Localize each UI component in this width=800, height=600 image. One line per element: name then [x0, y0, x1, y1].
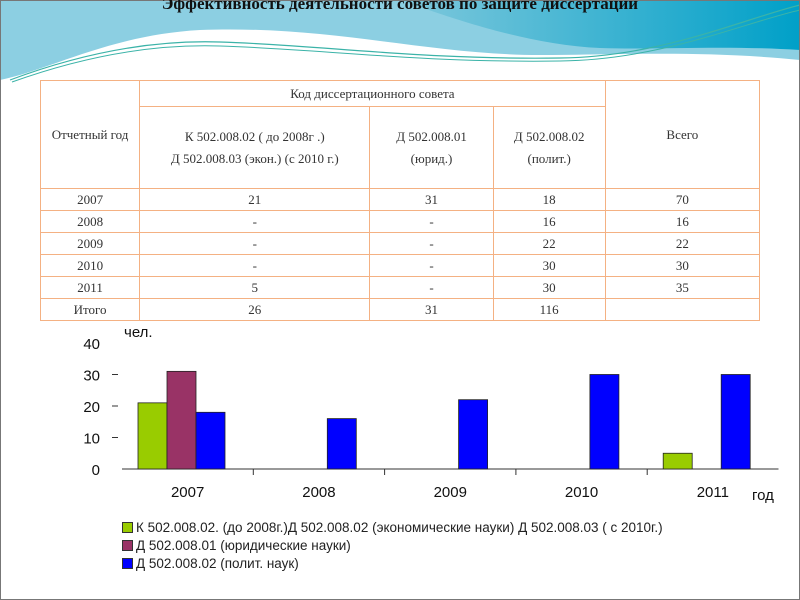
bar-2011-series-1	[662, 452, 693, 470]
chart-legend: К 502.008.02. (до 2008г.)Д 502.008.02 (э…	[122, 518, 663, 572]
table-cell: 16	[604, 210, 761, 233]
legend-label: Д 502.008.01 (юридические науки)	[136, 537, 351, 553]
x-tick-label: 2008	[302, 484, 335, 501]
bar-2009-series-3	[458, 399, 489, 470]
table-cell: -	[139, 232, 371, 255]
header-year: Отчетный год	[39, 80, 141, 189]
bar-2011-series-3	[720, 374, 751, 470]
header-d502-00801: Д 502.008.01 (юрид.)	[369, 106, 494, 189]
x-tick-label: 2007	[171, 484, 204, 501]
legend-label: К 502.008.02. (до 2008г.)Д 502.008.02 (э…	[136, 519, 663, 535]
header-line: К 502.008.02 ( до 2008г .)	[184, 128, 325, 144]
table-cell: Итого	[39, 298, 141, 321]
header-line: (полит.)	[527, 150, 571, 166]
x-tick-label: 2011	[697, 484, 729, 501]
x-axis-label: год	[752, 487, 774, 504]
table-cell: 2009	[39, 232, 141, 255]
table-cell: 31	[369, 298, 494, 321]
table-cell: 5	[139, 276, 371, 299]
header-council-code: Код диссертационного совета	[139, 80, 606, 107]
table-cell: 21	[139, 188, 371, 211]
header-line: Д 502.008.02	[513, 128, 585, 144]
table-cell: 116	[492, 298, 606, 321]
legend-item: К 502.008.02. (до 2008г.)Д 502.008.02 (э…	[122, 518, 663, 536]
table-cell: 16	[492, 210, 606, 233]
legend-swatch	[122, 539, 133, 551]
table-row: 2008- -16 16	[39, 210, 761, 233]
table-cell: 70	[604, 188, 761, 211]
y-tick-label: 0	[92, 462, 100, 479]
header-k502-00802: К 502.008.02 ( до 2008г .) Д 502.008.03 (…	[139, 106, 371, 189]
table-row: Итого 26 31 116	[39, 298, 761, 321]
table-cell: 22	[604, 232, 761, 255]
table-cell: 30	[492, 254, 606, 277]
y-tick-label: 20	[83, 399, 100, 416]
header-total: Всего	[604, 80, 761, 189]
header-wave-decoration	[0, 0, 800, 90]
table-cell: 18	[492, 188, 606, 211]
table-cell: 26	[139, 298, 371, 321]
x-tick-label: 2009	[434, 484, 467, 501]
legend-swatch	[122, 521, 133, 533]
table-cell: 2011	[39, 276, 141, 299]
page-title: Эффективность деятельности советов по за…	[161, 0, 639, 13]
table-cell: -	[369, 232, 494, 255]
y-tick-label: 40	[83, 336, 100, 353]
y-tick-label: 30	[83, 368, 100, 385]
bar-chart: 0 10 20 30 40 чел. год 2007 2008 2009 2010 2011	[83, 324, 779, 504]
header-d502-00802: Д 502.008.02 (полит.)	[492, 106, 606, 189]
table-cell: 30	[604, 254, 761, 277]
header-line: Д 502.008.03 (экон.) (с 2010 г.)	[170, 150, 339, 166]
table-cell: 30	[492, 276, 606, 299]
legend-item: Д 502.008.02 (полит. наук)	[122, 554, 663, 572]
header-line: (юрид.)	[410, 150, 453, 166]
table-cell: -	[369, 276, 494, 299]
table-row: 2007 21 31 18 70	[39, 188, 761, 211]
y-axis-label: чел.	[124, 324, 153, 341]
legend-swatch	[122, 557, 133, 569]
table-row: 2011 5-30 35	[39, 276, 761, 299]
legend-item: Д 502.008.01 (юридические науки)	[122, 536, 663, 554]
bar-2007-series-3	[195, 411, 226, 470]
bar-2007-series-1	[137, 402, 168, 470]
table-cell: -	[369, 210, 494, 233]
table-cell: 35	[604, 276, 761, 299]
bar-2008-series-3	[326, 418, 357, 470]
table-cell: 2010	[39, 254, 141, 277]
table-cell: 31	[369, 188, 494, 211]
table-cell: 2008	[39, 210, 141, 233]
data-table: Отчетный год Код диссертационного совета…	[39, 80, 761, 321]
header-line: Д 502.008.01	[396, 128, 467, 144]
bar-2007-series-2	[166, 370, 197, 470]
table-row: 2010- -30 30	[39, 254, 761, 277]
table-cell	[604, 298, 761, 321]
bar-2010-series-3	[589, 374, 620, 470]
x-tick-label: 2010	[565, 484, 598, 501]
y-tick-label: 10	[83, 431, 100, 448]
legend-label: Д 502.008.02 (полит. наук)	[136, 555, 299, 571]
table-row: 2009- -22 22	[39, 232, 761, 255]
table-cell: 22	[492, 232, 606, 255]
table-cell: 2007	[39, 188, 141, 211]
table-cell: -	[139, 254, 371, 277]
table-cell: -	[369, 254, 494, 277]
table-cell: -	[139, 210, 371, 233]
